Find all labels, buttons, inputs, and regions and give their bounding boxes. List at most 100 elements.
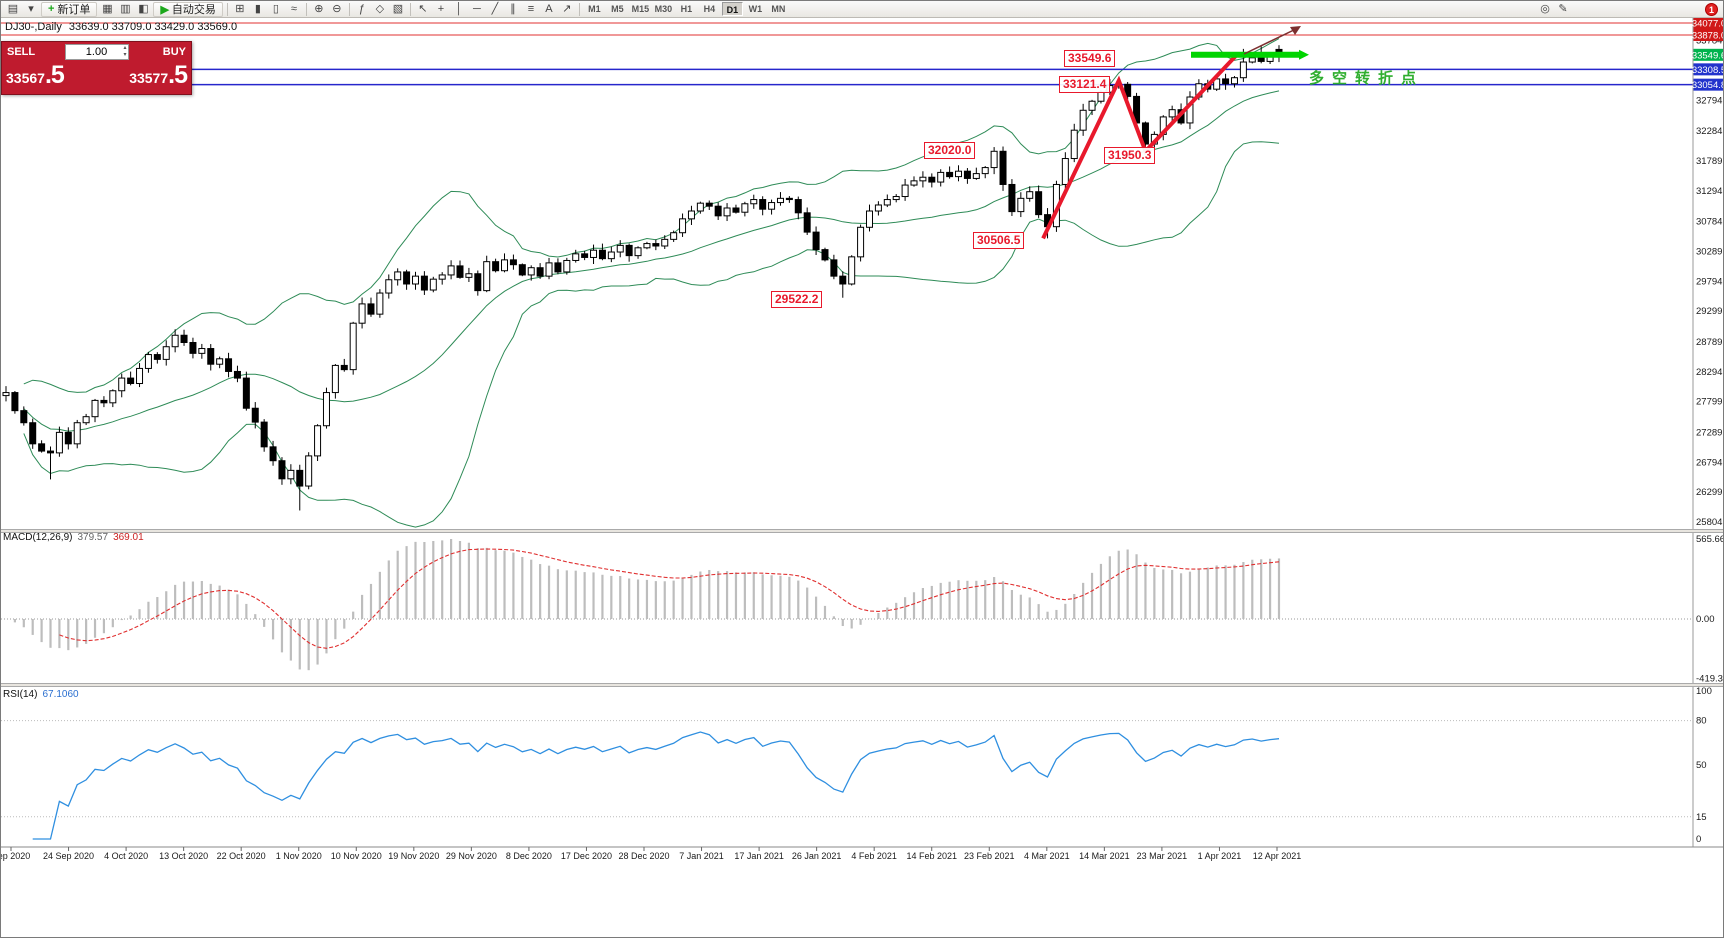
sell-price[interactable]: 33567 .5 <box>2 61 97 94</box>
svg-text:30784.0: 30784.0 <box>1696 217 1724 228</box>
svg-text:23 Mar 2021: 23 Mar 2021 <box>1137 851 1188 861</box>
timeframe-button-D1[interactable]: D1 <box>721 2 743 16</box>
market-watch-icon[interactable]: ▦ <box>102 2 113 15</box>
bollinger-bands <box>23 38 1280 528</box>
crosshair-icon[interactable]: + <box>437 2 445 15</box>
cursor-icon[interactable]: ↖ <box>418 2 428 15</box>
bar-chart-icon[interactable]: ▮ <box>254 2 261 15</box>
buy-price-frac: .5 <box>168 61 188 89</box>
macd-signal-line <box>59 548 1280 649</box>
templates-icon[interactable]: ▧ <box>392 2 404 15</box>
zoom-in-icon[interactable]: ⊕ <box>314 2 324 15</box>
main-toolbar: ▤ ▾ + 新订单 ▦ ▥ ◧ ▶ 自动交易 ⊞ ▮ ▯ ≈ ⊕ ⊖ ƒ ◇ ▧ ↖ + │ ─ ╱ ∥ ≡ A ↗ M1 M5 M15 M… <box>1 1 1723 18</box>
channel-icon[interactable]: ∥ <box>510 2 516 15</box>
rsi-indicator-label: RSI(14) 67.1060 <box>3 689 79 700</box>
turning-point-note[interactable]: 多空转折点 <box>1309 70 1425 87</box>
svg-text:31789.0: 31789.0 <box>1696 156 1724 167</box>
volume-stepper[interactable]: ▴ ▾ <box>123 45 126 59</box>
stepper-down-icon[interactable]: ▾ <box>123 51 127 58</box>
timeframe-button-M5[interactable]: M5 <box>611 4 624 14</box>
svg-text:19 Nov 2020: 19 Nov 2020 <box>388 851 439 861</box>
vertical-line-icon[interactable]: │ <box>455 2 463 15</box>
price-annotation[interactable]: 31950.3 <box>1104 147 1156 164</box>
auto-trading-button[interactable]: ▶ 自动交易 <box>153 1 223 17</box>
svg-text:0.00: 0.00 <box>1696 614 1715 625</box>
text-icon[interactable]: A <box>545 2 553 15</box>
search-icon[interactable]: ◎ <box>1540 2 1550 15</box>
resistance-arrow-icon <box>1299 49 1309 60</box>
new-order-button-icon: + <box>48 3 55 15</box>
svg-text:28789.0: 28789.0 <box>1696 337 1724 348</box>
horizontal-lines[interactable] <box>1 22 1693 86</box>
new-chart-icon[interactable]: ▤ <box>7 2 19 15</box>
candles-series <box>2 45 1283 511</box>
stepper-up-icon[interactable]: ▴ <box>123 44 127 51</box>
price-annotation[interactable]: 29522.2 <box>771 291 823 308</box>
line-chart-icon[interactable]: ≈ <box>290 2 297 15</box>
toolbar-separator <box>578 2 580 16</box>
timeframe-button-M30[interactable]: M30 <box>654 4 673 14</box>
profiles-icon[interactable]: ▾ <box>28 2 34 15</box>
svg-text:26794.0: 26794.0 <box>1696 457 1724 468</box>
sell-button[interactable]: SELL <box>7 45 36 58</box>
fibonacci-icon[interactable]: ≡ <box>527 2 535 15</box>
svg-text:50: 50 <box>1696 760 1707 771</box>
svg-text:27799.0: 27799.0 <box>1696 397 1724 408</box>
tile-windows-icon[interactable]: ⊞ <box>235 2 245 15</box>
indicators-icon[interactable]: ƒ <box>358 2 365 15</box>
timeframe-button-H1[interactable]: H1 <box>680 4 693 14</box>
price-annotation[interactable]: 32020.0 <box>924 142 976 159</box>
svg-text:10 Nov 2020: 10 Nov 2020 <box>331 851 382 861</box>
macd-name: MACD(12,26,9) <box>3 532 73 543</box>
notification-badge[interactable]: 1 <box>1705 3 1718 16</box>
candle-chart-icon[interactable]: ▯ <box>272 2 279 15</box>
svg-text:14 Mar 2021: 14 Mar 2021 <box>1079 851 1130 861</box>
svg-text:33784.0: 33784.0 <box>1696 36 1724 47</box>
chart-ohlc-header: DJ30-,Daily 33639.0 33709.0 33429.0 33569… <box>5 21 237 33</box>
auto-trading-button-label: 自动交易 <box>171 4 216 16</box>
svg-text:29299.0: 29299.0 <box>1696 306 1724 317</box>
buy-button[interactable]: BUY <box>162 45 186 58</box>
buy-price[interactable]: 33577 .5 <box>97 61 192 94</box>
objects-list-icon[interactable]: ◇ <box>375 2 385 15</box>
trendline-icon[interactable]: ╱ <box>491 2 499 15</box>
navigator-icon[interactable]: ◧ <box>138 2 149 15</box>
trend-arrow[interactable] <box>1243 27 1299 55</box>
timeframe-button-M15[interactable]: M15 <box>631 4 650 14</box>
sell-price-frac: .5 <box>44 61 65 89</box>
price-axis[interactable]: 33784.0 32794.0 32284.0 31789.0 31294.0 30784… <box>1692 17 1724 845</box>
svg-text:27289.0: 27289.0 <box>1696 427 1724 438</box>
svg-text:12 Apr 2021: 12 Apr 2021 <box>1253 851 1302 861</box>
price-annotation[interactable]: 30506.5 <box>973 232 1025 249</box>
rsi-value: 67.1060 <box>42 689 79 700</box>
svg-text:31294.0: 31294.0 <box>1696 186 1724 197</box>
zoom-out-icon[interactable]: ⊖ <box>332 2 342 15</box>
trend-zigzag[interactable] <box>1041 54 1238 240</box>
svg-text:29 Nov 2020: 29 Nov 2020 <box>446 851 497 861</box>
timeframe-button-H4[interactable]: H4 <box>703 4 716 14</box>
horizontal-line-icon[interactable]: ─ <box>473 2 481 15</box>
macd-signal-value: 369.01 <box>113 532 144 543</box>
svg-text:28294.0: 28294.0 <box>1696 367 1724 378</box>
data-window-icon[interactable]: ▥ <box>120 2 131 15</box>
svg-text:23 Feb 2021: 23 Feb 2021 <box>964 851 1015 861</box>
timeframe-button-M1[interactable]: M1 <box>588 4 601 14</box>
volume-input[interactable]: 1.00 ▴ ▾ <box>64 43 129 60</box>
time-axis[interactable]: Sep 2020 24 Sep 2020 4 Oct 2020 13 Oct 2020… <box>1 847 1301 861</box>
macd-value: 379.57 <box>77 532 109 543</box>
edit-icon[interactable]: ✎ <box>1558 2 1568 15</box>
svg-text:14 Feb 2021: 14 Feb 2021 <box>906 851 957 861</box>
price-annotation[interactable]: 33121.4 <box>1059 76 1111 93</box>
panel-splitter[interactable] <box>1 683 1723 687</box>
svg-text:32794.0: 32794.0 <box>1696 95 1724 106</box>
timeframe-button-W1[interactable]: W1 <box>748 4 763 14</box>
new-order-button[interactable]: + 新订单 <box>41 1 98 17</box>
arrows-icon[interactable]: ↗ <box>562 2 572 15</box>
price-annotation[interactable]: 33549.6 <box>1064 50 1116 67</box>
timeframe-button-MN[interactable]: MN <box>771 4 786 14</box>
panel-splitter[interactable] <box>1 529 1723 533</box>
svg-text:30289.0: 30289.0 <box>1696 246 1724 257</box>
trade-panel-prices: 33567 .5 33577 .5 <box>2 61 191 94</box>
svg-text:1 Nov 2020: 1 Nov 2020 <box>276 851 322 861</box>
